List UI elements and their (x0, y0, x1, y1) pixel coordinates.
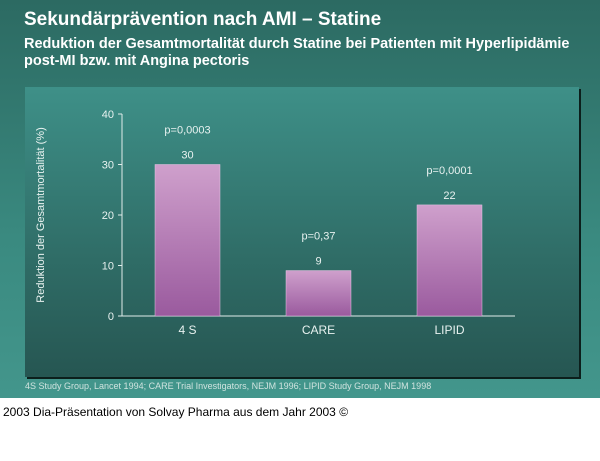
p-value-annotation: p=0,0001 (426, 165, 472, 177)
bar-care (285, 270, 352, 317)
data-label: 9 (315, 256, 321, 268)
slide-subtitle: Reduktion der Gesamtmortalität durch Sta… (24, 36, 570, 69)
bar-chart: 0 10 20 30 40 Reduktion der Gesamtmortalität … (35, 109, 515, 337)
y-axis-label: Reduktion der Gesamtmortalität (%) (35, 127, 47, 302)
y-tick-label: 40 (102, 109, 114, 121)
bar-lipid (416, 204, 483, 317)
y-tick-label: 10 (102, 261, 114, 273)
p-value-annotation: p=0,37 (302, 231, 336, 243)
p-value-annotation: p=0,0003 (164, 125, 210, 137)
y-tick-label: 30 (102, 160, 114, 172)
data-label: 22 (443, 190, 455, 202)
y-tick-label: 20 (102, 210, 114, 222)
x-tick-label: LIPID (434, 323, 464, 337)
bar-4s (154, 164, 221, 317)
y-tick-label: 0 (108, 311, 114, 323)
data-label: 30 (181, 150, 193, 162)
x-tick-label: CARE (302, 323, 335, 337)
image-caption: 2003 Dia-Präsentation von Solvay Pharma … (3, 405, 349, 419)
slide-title: Sekundärprävention nach AMI – Statine (24, 9, 382, 30)
slide: Sekundärprävention nach AMI – Statine Re… (0, 0, 600, 398)
source-citation: 4S Study Group, Lancet 1994; CARE Trial … (25, 381, 432, 391)
x-tick-label: 4 S (178, 323, 196, 337)
chart-panel: 0 10 20 30 40 Reduktion der Gesamtmortalität … (25, 87, 579, 377)
